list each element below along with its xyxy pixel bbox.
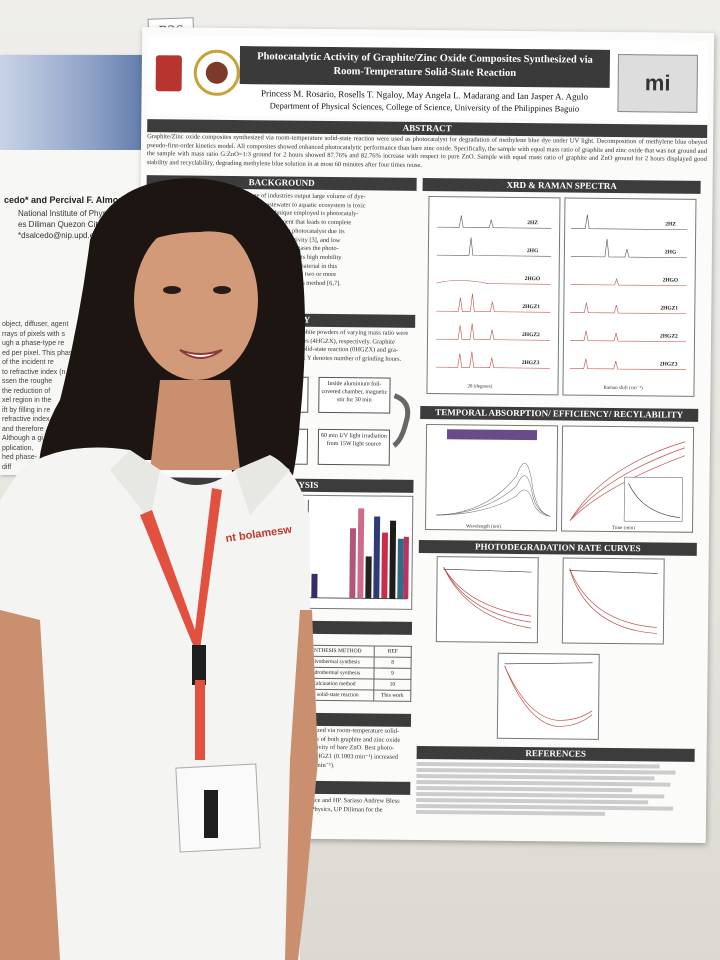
background-text: etic dyes in wide range of industries ou… [199, 191, 366, 288]
kinetics-bar-chart [298, 494, 414, 610]
xrd-x-axis-label: 2θ (degrees) [467, 384, 492, 389]
university-logo [155, 55, 182, 92]
raman-chart: 2HZ 2HG 2HGO 2HGZ1 2HGZ2 2HGZ3 Raman shi… [562, 197, 697, 397]
raman-spectra: 2HZ 2HG 2HGO 2HGZ1 2HGZ2 2HGZ3 Raman shi… [569, 214, 688, 391]
poster-header: Photocatalytic Activity of Graphite/Zinc… [147, 35, 709, 121]
rate-curves-3 [504, 662, 593, 727]
xrd-label: 2HGZ2 [522, 332, 540, 338]
efficiency-chart: Time (min) [560, 425, 695, 533]
methodology-text: e and graphite powders of varying mass r… [278, 328, 409, 363]
raman-label: 2HGZ2 [660, 333, 678, 339]
raman-label: 2HGZ1 [660, 305, 678, 311]
neighbor-poster-affiliation: National Institute of Physics es Diliman… [18, 209, 122, 240]
kinetics-bar [381, 532, 388, 599]
rate-curve-chart-3 [496, 652, 600, 740]
kinetics-bar [365, 556, 372, 599]
raman-label: 2HGO [663, 277, 679, 283]
neighbor-poster-authors: cedo* and Percival F. Almoro [4, 195, 128, 205]
references-list [416, 760, 687, 819]
kinetics-bar [403, 536, 409, 599]
flow-arrow-icon [392, 393, 411, 448]
raman-x-axis-label: Raman shift (cm⁻¹) [603, 385, 643, 391]
kinetics-bar [357, 508, 365, 599]
research-poster: Photocatalytic Activity of Graphite/Zinc… [133, 27, 715, 843]
neighbor-poster-banner [0, 55, 150, 150]
xrd-chart: 2HZ 2HG 2HGO 2HGZ1 2HGZ2 2HGZ3 2θ (degre… [426, 196, 561, 396]
table-header: SYNTHESIS METHOD [294, 645, 375, 657]
neighbor-poster-body: object, diffuser, agent rrays of pixels w… [2, 321, 77, 471]
absorption-chart: Wavelength (nm) [425, 424, 559, 532]
table-header: REF [374, 645, 412, 658]
raman-label: 2HZ [665, 222, 676, 228]
kinetics-bar [373, 516, 381, 599]
xrd-label: 2HGZ1 [522, 304, 540, 310]
college-seal [193, 49, 241, 97]
rate-curves-2 [569, 568, 658, 634]
xrd-label: 2HGZ3 [522, 360, 540, 366]
section-methodology: THODOLOGY [145, 312, 416, 328]
xrd-spectra: 2HZ 2HG 2HGO 2HGZ1 2HGZ2 2HGZ3 2θ (degre… [435, 215, 552, 390]
kinetics-bar [389, 520, 397, 599]
lab-logo: mi [617, 54, 698, 113]
absorption-curves: Wavelength (nm) [436, 429, 551, 530]
absorption-x-axis-label: Wavelength (nm) [466, 524, 501, 529]
kinetics-bar [349, 528, 357, 599]
flow-step-uv: 60 min UV light irradiation from 15W lig… [317, 428, 391, 466]
efficiency-x-axis-label: Time (min) [612, 526, 635, 531]
section-background: BACKGROUND [146, 175, 417, 191]
flow-step-left-2 [287, 428, 309, 465]
flow-step-stir: Inside aluminium foil-covered chamber, m… [318, 376, 391, 414]
raman-label: 2HGZ3 [660, 361, 678, 367]
kinetics-bar [397, 538, 404, 599]
section-xrd-raman: XRD & RAMAN SPECTRA [422, 177, 701, 194]
abstract-text: Graphite/Zinc oxide composites synthesiz… [146, 133, 708, 169]
poster-department: Department of Physical Sciences, College… [269, 100, 580, 114]
section-related-works: LATED WORKS [141, 619, 413, 635]
rate-curve-chart-1 [435, 556, 539, 644]
section-kinetics: NETICS ANALYSIS [143, 477, 414, 493]
neighbor-poster: cedo* and Percival F. Almoro National In… [0, 55, 150, 475]
rate-curve-chart-2 [561, 557, 665, 645]
section-conclusion: N [140, 711, 412, 727]
acknowledgement-text: cience and HP. Sariaso Andrew Bless of Ph… [304, 796, 400, 814]
xrd-label: 2HG [527, 248, 539, 254]
conclusion-text: thesized via room-temperature solid-senc… [304, 726, 401, 769]
xrd-label: 2HZ [527, 220, 538, 226]
raman-label: 2HG [665, 250, 677, 256]
related-works-table: SYNTHESIS METHOD REF Solvothermal synthes… [293, 645, 412, 702]
xrd-label: 2HGO [525, 276, 541, 282]
section-photodegradation: PHOTODEGRADATION RATE CURVES [418, 539, 697, 556]
efficiency-curves: Time (min) [569, 441, 686, 531]
kinetics-bars [306, 499, 409, 600]
kinetics-bar [311, 573, 318, 598]
rate-curves-1 [443, 567, 532, 629]
flow-step-left-1 [288, 376, 309, 413]
poster-title: Photocatalytic Activity of Graphite/Zinc… [239, 46, 611, 88]
section-temporal: TEMPORAL ABSORPTION/ EFFICIENCY/ RECYLAB… [420, 405, 699, 422]
section-acknowledgement: NT [140, 779, 411, 795]
